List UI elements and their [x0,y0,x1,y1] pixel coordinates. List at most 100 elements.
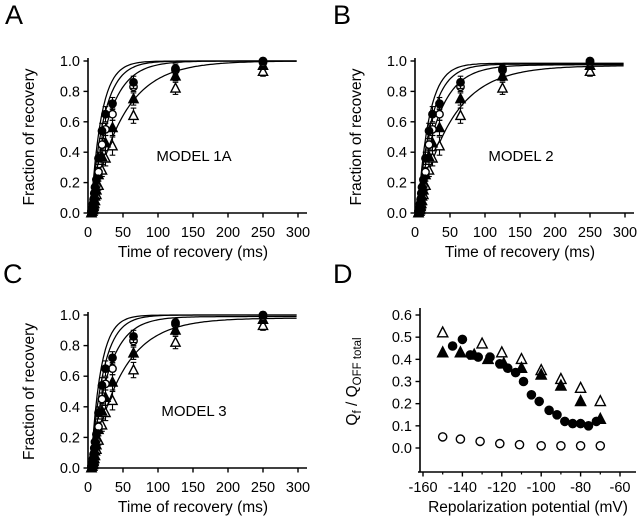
y-tick-label: 0.8 [387,84,407,100]
series-open-circle [437,432,606,451]
data-point-marker [127,363,140,375]
y-tick-label: 0.4 [60,400,80,416]
data-point-marker [495,345,509,358]
fit-curve [90,315,297,469]
x-tick-label: 150 [181,225,205,241]
y-axis-title-main: / Q [344,385,361,410]
data-point-marker [456,77,465,87]
data-point-marker [97,380,107,390]
y-tick-label: 0.2 [60,176,80,192]
y-axis-title-sub: total [352,337,364,362]
data-point-marker [534,396,545,407]
data-point-marker [169,81,182,93]
data-point-marker [424,126,434,136]
data-point-marker [496,69,509,81]
data-point-marker [94,153,103,163]
data-point-marker [428,109,437,119]
x-tick-label: -140 [448,480,477,496]
data-point-marker [169,323,182,335]
y-tick-label: 0.1 [392,419,412,435]
data-point-marker [433,121,446,133]
x-tick-label: 200 [216,480,240,496]
y-tick-label: 0.8 [60,339,80,355]
x-tick-label: 0 [84,225,92,241]
model-label: MODEL 1A [156,148,231,165]
data-point-marker [473,352,484,362]
fit-curve [417,65,624,214]
data-point-marker [106,375,119,387]
x-tick-label: -120 [487,480,516,496]
panel-letter: A [5,0,23,30]
panel-B: B 0 50 100 150 200 250 300 0.0 0.2 0.4 0.6 0.8 1.0 Tim… [333,0,637,261]
panel-letter: C [3,259,23,289]
data-point-marker [534,367,548,380]
data-point-marker [552,409,562,420]
data-point-marker [106,393,119,406]
data-point-marker [475,436,485,447]
y-tick-label: 0.2 [60,430,80,446]
data-point-marker [108,353,117,363]
y-tick-label: 0.4 [387,145,407,161]
panel-D: D -160 -140 -120 -100 -80 -60 0.0 0.1 0.2 0.3 0.4 0.… [333,259,636,516]
data-point-marker [101,109,110,119]
panel-letter: B [333,0,351,30]
fit-curve [417,62,624,214]
data-point-marker [575,440,586,451]
data-point-marker [435,99,444,109]
data-point-marker [94,167,103,177]
data-point-marker [498,64,507,74]
x-axis-title: Time of recovery (ms) [118,499,268,516]
panel-letter: D [333,259,353,289]
x-tick-label: 100 [146,225,170,241]
y-tick-label: 0.4 [60,145,80,161]
data-point-marker [421,153,430,163]
data-point-marker [455,434,466,444]
y-tick-label: 0.2 [392,397,412,413]
x-axis-title: Repolarization potential (mV) [428,499,628,516]
x-tick-label: 200 [543,225,567,241]
y-tick-label: 1.0 [387,54,407,70]
data-point-marker [106,139,119,151]
data-point-marker [591,416,602,427]
fit-curve [90,314,297,469]
y-tick-label: 0.6 [387,115,407,131]
data-point-marker [101,364,110,373]
data-point-marker [424,140,434,150]
y-axis-title-sub: OFF [352,362,364,385]
series-filled-circle [87,56,268,216]
data-point-marker [585,56,595,66]
panel-C: C 0 50 100 150 200 250 300 0.0 0.2 0.4 0.6 0.8 1.0 Tim… [3,259,310,516]
data-point-marker [169,69,182,81]
data-point-marker [258,310,268,320]
y-tick-label: 0.0 [387,206,407,222]
data-point-marker [171,64,180,74]
data-point-marker [258,56,268,66]
y-tick-label: 0.0 [60,461,80,477]
y-tick-label: 0.6 [60,115,80,131]
y-tick-label: 0.2 [387,176,407,192]
x-tick-label: 50 [442,225,458,241]
data-point-marker [454,108,467,121]
series-filled-circle [414,56,595,216]
fit-curve [90,314,297,469]
data-point-marker [108,109,117,119]
x-axis-title: Time of recovery (ms) [445,244,595,261]
data-point-marker [536,440,547,451]
data-point-marker [418,175,428,185]
data-point-marker [97,140,107,150]
data-point-marker [94,422,103,432]
fit-curve [90,317,297,469]
panel-A: A 0 50 100 150 200 250 300 0.0 0.2 0.4 0.6 0.8 1.0 Tim… [5,0,310,261]
y-tick-label: 0.6 [392,308,412,324]
y-axis-title: Fraction of recovery [21,323,38,460]
data-point-marker [108,99,117,109]
data-point-marker [127,346,140,358]
x-tick-label: -160 [408,480,437,496]
data-point-marker [583,420,594,431]
y-tick-label: 1.0 [60,308,80,324]
y-tick-label: 0.4 [392,352,412,368]
data-point-marker [475,336,489,349]
series-filled-triangle [85,312,269,473]
x-tick-label: 150 [181,480,205,496]
